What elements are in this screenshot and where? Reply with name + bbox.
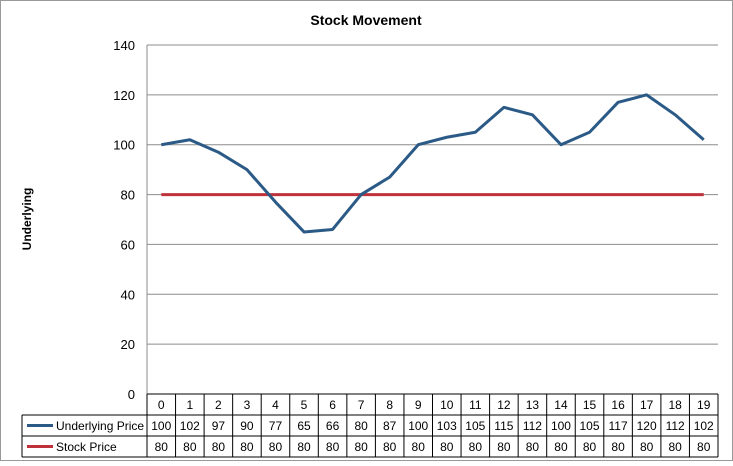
series-line (161, 93, 705, 234)
chart-title: Stock Movement (310, 12, 422, 28)
data-table-value: 102 (180, 419, 200, 433)
y-tick-label: 40 (121, 287, 135, 302)
data-table-value: 66 (326, 419, 340, 433)
data-table-value: 105 (465, 419, 485, 433)
data-table-value: 80 (611, 440, 625, 454)
y-tick-label: 20 (121, 337, 135, 352)
data-table-value: 80 (354, 419, 368, 433)
data-table-value: 80 (326, 440, 340, 454)
data-table-value: 80 (269, 440, 283, 454)
y-axis-label: Underlying (20, 188, 34, 251)
x-category-label: 15 (583, 398, 597, 412)
data-table-value: 80 (212, 440, 226, 454)
data-table-value: 112 (523, 419, 542, 433)
data-table-value: 100 (408, 419, 428, 433)
x-category-label: 18 (668, 398, 682, 412)
data-table-value: 100 (551, 419, 571, 433)
data-table-value: 80 (469, 440, 483, 454)
y-axis-tick-labels: 0 20 40 60 80 100 120 140 (113, 38, 135, 402)
data-table-value: 80 (155, 440, 169, 454)
x-category-label: 16 (611, 398, 625, 412)
x-category-label: 10 (440, 398, 454, 412)
y-tick-label: 60 (121, 237, 135, 252)
data-table-value: 80 (697, 440, 711, 454)
x-category-label: 12 (497, 398, 511, 412)
data-table-value: 103 (437, 419, 457, 433)
data-table-value: 102 (694, 419, 714, 433)
data-table-value: 112 (666, 419, 685, 433)
x-category-label: 8 (386, 398, 393, 412)
legend-label: Stock Price (56, 440, 117, 454)
x-category-label: 0 (158, 398, 165, 412)
data-table-value: 80 (583, 440, 597, 454)
data-table-value: 80 (383, 440, 397, 454)
data-table-value: 80 (183, 440, 197, 454)
y-tick-label: 0 (128, 387, 135, 402)
y-tick-label: 140 (113, 38, 135, 53)
x-category-label: 14 (554, 398, 568, 412)
x-category-label: 3 (244, 398, 251, 412)
data-table-value: 80 (526, 440, 540, 454)
x-category-label: 2 (215, 398, 222, 412)
series-lines (161, 93, 705, 234)
data-table-value: 97 (212, 419, 226, 433)
data-table-value: 80 (668, 440, 682, 454)
data-table-value: 120 (637, 419, 657, 433)
data-table-value: 117 (609, 419, 628, 433)
data-table-value: 80 (497, 440, 511, 454)
data-table-value: 90 (240, 419, 254, 433)
x-category-label: 17 (640, 398, 654, 412)
y-tick-label: 100 (113, 138, 135, 153)
data-table-value: 80 (297, 440, 311, 454)
data-table-value: 80 (240, 440, 254, 454)
data-table-value: 100 (151, 419, 171, 433)
x-category-label: 13 (526, 398, 540, 412)
x-category-label: 5 (301, 398, 308, 412)
data-table-value: 80 (412, 440, 426, 454)
data-table: 0 1 2 3 4 5 6 7 8 9 10 11 12 13 14 15 16 17 18 19Underlying… (21, 393, 719, 458)
data-table-value: 80 (554, 440, 568, 454)
y-tick-label: 120 (113, 88, 135, 103)
x-category-label: 1 (186, 398, 193, 412)
x-category-label: 4 (272, 398, 279, 412)
x-category-label: 9 (415, 398, 422, 412)
x-category-label: 6 (329, 398, 336, 412)
data-table-value: 87 (383, 419, 397, 433)
data-table-value: 105 (580, 419, 600, 433)
x-category-label: 19 (697, 398, 711, 412)
data-table-value: 80 (354, 440, 368, 454)
data-table-value: 77 (269, 419, 283, 433)
data-table-value: 80 (440, 440, 454, 454)
data-table-value: 65 (297, 419, 311, 433)
x-category-label: 7 (358, 398, 365, 412)
x-category-label: 11 (469, 398, 482, 412)
data-table-value: 80 (640, 440, 654, 454)
data-table-value: 115 (494, 419, 513, 433)
legend-label: Underlying Price (56, 419, 144, 433)
y-tick-label: 80 (121, 188, 135, 203)
